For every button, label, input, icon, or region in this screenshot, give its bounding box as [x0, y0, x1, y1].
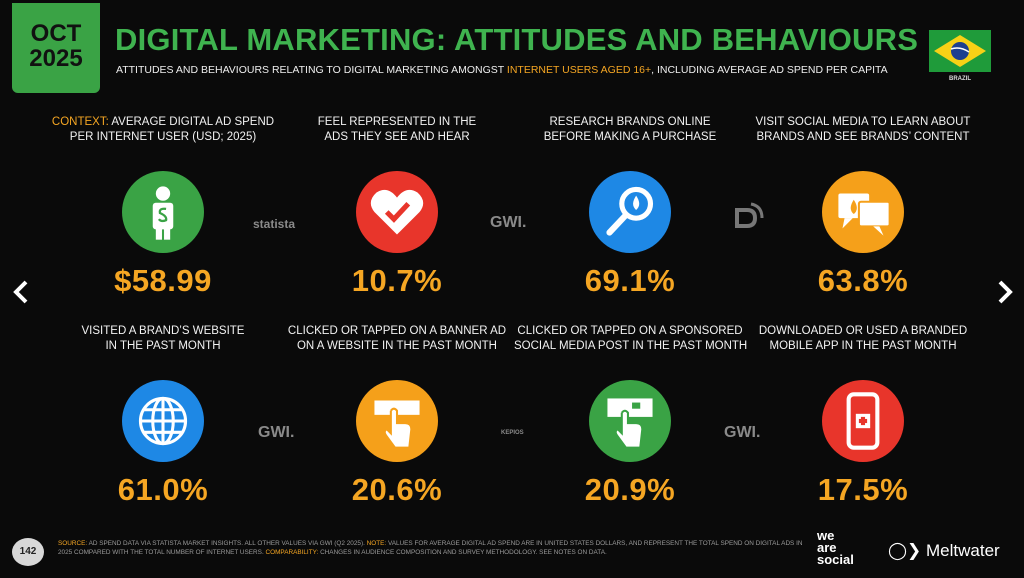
label-prefix: CONTEXT: [51, 116, 109, 128]
card-value: 69.1% [584, 263, 676, 298]
note-label: SOURCE: [58, 540, 88, 547]
meltwater-logo: ◯❯ Meltwater [888, 541, 1000, 560]
label-text: VISITED A BRAND’S WEBSITE [81, 325, 245, 337]
card-label: VISITED A BRAND’S WEBSITE IN THE PAST MON… [47, 324, 279, 356]
note-label: NOTE: [366, 540, 387, 547]
stat-card: RESEARCH BRANDS ONLINE BEFORE MAKING A PU… [514, 115, 746, 299]
card-value: 10.7% [351, 263, 443, 298]
label-text: SOCIAL MEDIA POST IN THE PAST MONTH [514, 340, 748, 352]
card-icon [822, 171, 904, 253]
card-label: RESEARCH BRANDS ONLINE BEFORE MAKING A PU… [514, 115, 746, 147]
source-logo: KEPIOS [501, 430, 524, 436]
card-label: CLICKED OR TAPPED ON A BANNER AD ON A WEB… [281, 324, 513, 356]
card-icon [589, 380, 671, 462]
card-value: 63.8% [817, 263, 909, 298]
logo-text: social [817, 552, 854, 567]
label-line: ON A WEBSITE IN THE PAST MONTH [281, 339, 513, 354]
card-icon [589, 171, 671, 253]
subtitle: ATTITUDES AND BEHAVIOURS RELATING TO DIG… [116, 64, 888, 76]
subtitle-text: ATTITUDES AND BEHAVIOURS RELATING TO DIG… [116, 64, 507, 76]
label-line: BRANDS AND SEE BRANDS’ CONTENT [747, 130, 979, 145]
source-logo: GWI. [490, 214, 527, 231]
stat-card: CLICKED OR TAPPED ON A BANNER AD ON A WEB… [281, 324, 513, 508]
logo-text: we [817, 528, 835, 543]
label-line: SOCIAL MEDIA POST IN THE PAST MONTH [514, 339, 748, 354]
note-text: CHANGES IN AUDIENCE COMPOSITION AND SURV… [320, 549, 607, 556]
label-line: CLICKED OR TAPPED ON A BANNER AD [281, 324, 513, 339]
label-text: CLICKED OR TAPPED ON A BANNER AD [287, 325, 507, 337]
card-icon [122, 171, 204, 253]
label-line: FEEL REPRESENTED IN THE [281, 115, 513, 130]
label-line: VISITED A BRAND’S WEBSITE [47, 324, 279, 339]
label-line: DOWNLOADED OR USED A BRANDED [747, 324, 979, 339]
label-text: IN THE PAST MONTH [105, 340, 221, 352]
flag-label: BRAZIL [949, 76, 971, 82]
note-text: AD SPEND DATA VIA STATISTA MARKET INSIGH… [88, 540, 365, 547]
label-line: ADS THEY SEE AND HEAR [281, 130, 513, 145]
label-text: ON A WEBSITE IN THE PAST MONTH [296, 340, 497, 352]
card-value: 20.9% [584, 472, 676, 507]
label-text: CLICKED OR TAPPED ON A SPONSORED [517, 325, 743, 337]
source-logo: GWI. [724, 424, 761, 441]
logo-text: are [817, 540, 837, 555]
footer-notes: SOURCE: AD SPEND DATA VIA STATISTA MARKE… [58, 539, 808, 557]
card-value: 61.0% [117, 472, 209, 507]
card-label: FEEL REPRESENTED IN THE ADS THEY SEE AND … [281, 115, 513, 147]
label-line: PER INTERNET USER (USD; 2025) [47, 130, 279, 145]
stat-card: CLICKED OR TAPPED ON A SPONSORED SOCIAL M… [514, 324, 748, 508]
badge-month: OCT [30, 20, 82, 47]
label-text: BRANDS AND SEE BRANDS’ CONTENT [756, 131, 970, 143]
label-text: ADS THEY SEE AND HEAR [324, 131, 470, 143]
card-label: CONTEXT: AVERAGE DIGITAL AD SPEND PER INT… [47, 115, 279, 147]
source-logo: statista [253, 217, 296, 231]
label-line: MOBILE APP IN THE PAST MONTH [747, 339, 979, 354]
card-value: 17.5% [817, 472, 909, 507]
card-label: CLICKED OR TAPPED ON A SPONSORED SOCIAL M… [514, 324, 748, 356]
we-are-social-logo: we are social [817, 528, 854, 567]
label-line: IN THE PAST MONTH [47, 339, 279, 354]
logo-text: Meltwater [926, 541, 1000, 560]
label-text: FEEL REPRESENTED IN THE [317, 116, 477, 128]
label-text: BEFORE MAKING A PURCHASE [543, 131, 717, 143]
page-number: 142 [12, 538, 44, 566]
card-icon [356, 380, 438, 462]
subtitle-text: , INCLUDING AVERAGE AD SPEND PER CAPITA [651, 64, 888, 76]
label-line: RESEARCH BRANDS ONLINE [514, 115, 746, 130]
next-arrow[interactable] [994, 278, 1016, 306]
flag [929, 30, 991, 72]
prev-arrow[interactable] [10, 278, 32, 306]
card-label: DOWNLOADED OR USED A BRANDED MOBILE APP I… [747, 324, 979, 356]
label-text: AVERAGE DIGITAL AD SPEND [111, 116, 275, 128]
card-icon [122, 380, 204, 462]
date-badge: OCT 2025 [12, 3, 100, 93]
label-text: PER INTERNET USER (USD; 2025) [69, 131, 257, 143]
card-icon [356, 171, 438, 253]
label-line: CONTEXT: AVERAGE DIGITAL AD SPEND [47, 115, 279, 130]
label-text: RESEARCH BRANDS ONLINE [549, 116, 711, 128]
label-text: MOBILE APP IN THE PAST MONTH [769, 340, 957, 352]
card-value: $58.99 [114, 263, 212, 298]
note-text: VALUES FOR AVERAGE DIGITAL AD SPEND ARE … [58, 540, 803, 556]
card-value: 20.6% [351, 472, 443, 507]
label-line: VISIT SOCIAL MEDIA TO LEARN ABOUT [747, 115, 979, 130]
badge-year: 2025 [29, 45, 83, 72]
datareportal-icon [735, 202, 764, 228]
label-text: DOWNLOADED OR USED A BRANDED [758, 325, 968, 337]
note-label: COMPARABILITY: [265, 549, 319, 556]
stat-card: FEEL REPRESENTED IN THE ADS THEY SEE AND … [281, 115, 513, 299]
subtitle-highlight: INTERNET USERS AGED 16+ [506, 64, 652, 76]
stat-card: CONTEXT: AVERAGE DIGITAL AD SPEND PER INT… [47, 115, 279, 299]
label-text: VISIT SOCIAL MEDIA TO LEARN ABOUT [755, 116, 971, 128]
stat-card: DOWNLOADED OR USED A BRANDED MOBILE APP I… [747, 324, 979, 508]
title: DIGITAL MARKETING: ATTITUDES AND BEHAVIO… [115, 22, 919, 57]
source-logo: GWI. [258, 424, 295, 441]
card-icon [822, 380, 904, 462]
label-line: BEFORE MAKING A PURCHASE [514, 130, 746, 145]
stat-card: VISITED A BRAND’S WEBSITE IN THE PAST MON… [47, 324, 279, 508]
stat-card: VISIT SOCIAL MEDIA TO LEARN ABOUT BRANDS … [747, 115, 979, 299]
label-line: CLICKED OR TAPPED ON A SPONSORED [514, 324, 746, 339]
card-label: VISIT SOCIAL MEDIA TO LEARN ABOUT BRANDS … [747, 115, 979, 147]
